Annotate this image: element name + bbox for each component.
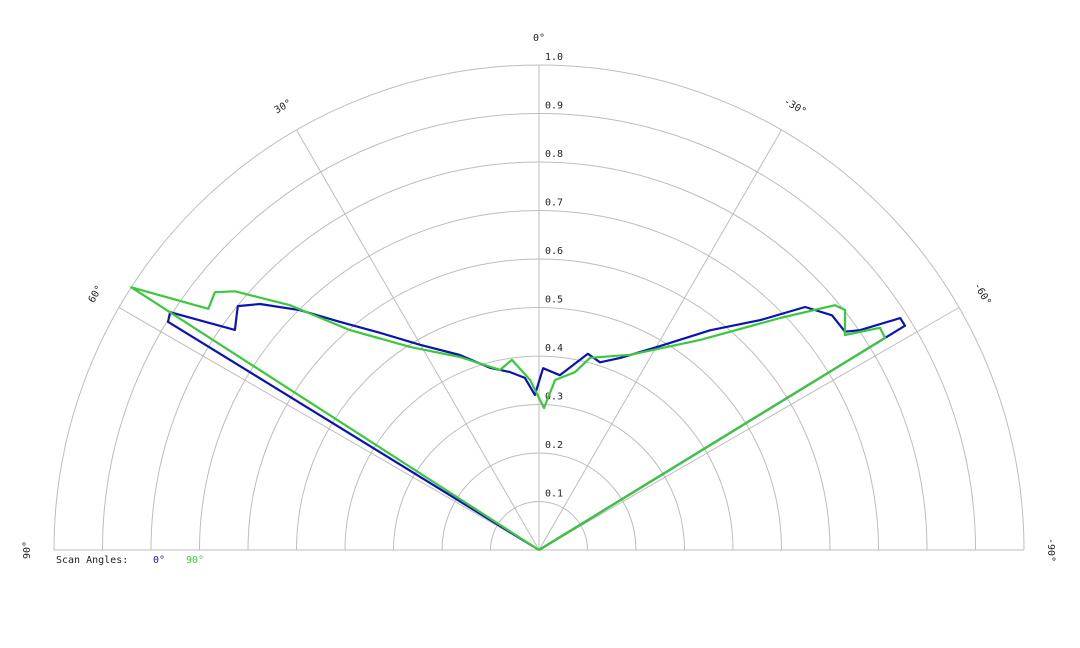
theta-tick-label: -60° (971, 281, 993, 307)
theta-tick-label: 60° (87, 284, 106, 305)
series-line (166, 302, 907, 551)
grid-spoke (296, 129, 540, 551)
legend-entry: 0° (153, 555, 165, 566)
theta-tick-label: 90° (22, 541, 33, 559)
grid-spoke (538, 307, 960, 551)
theta-tick-label: 0° (533, 33, 545, 44)
series-line (130, 286, 887, 551)
r-tick-label: 0.1 (545, 489, 563, 500)
legend-title: Scan Angles: (56, 555, 128, 566)
r-tick-label: 0.8 (545, 149, 563, 160)
r-tick-label: 0.9 (545, 101, 563, 112)
r-tick-label: 1.0 (545, 52, 563, 63)
theta-tick-label: -30° (782, 96, 808, 118)
r-tick-label: 0.3 (545, 392, 563, 403)
grid-spoke (538, 129, 782, 551)
legend-entry: 90° (186, 555, 204, 566)
r-tick-label: 0.6 (545, 246, 563, 257)
theta-tick-label: -90° (1045, 538, 1056, 562)
r-tick-label: 0.2 (545, 440, 563, 451)
theta-tick-label: 30° (273, 98, 294, 117)
r-tick-label: 0.5 (545, 295, 563, 306)
grid-spoke (118, 307, 540, 551)
r-tick-label: 0.4 (545, 343, 563, 354)
r-tick-label: 0.7 (545, 198, 563, 209)
